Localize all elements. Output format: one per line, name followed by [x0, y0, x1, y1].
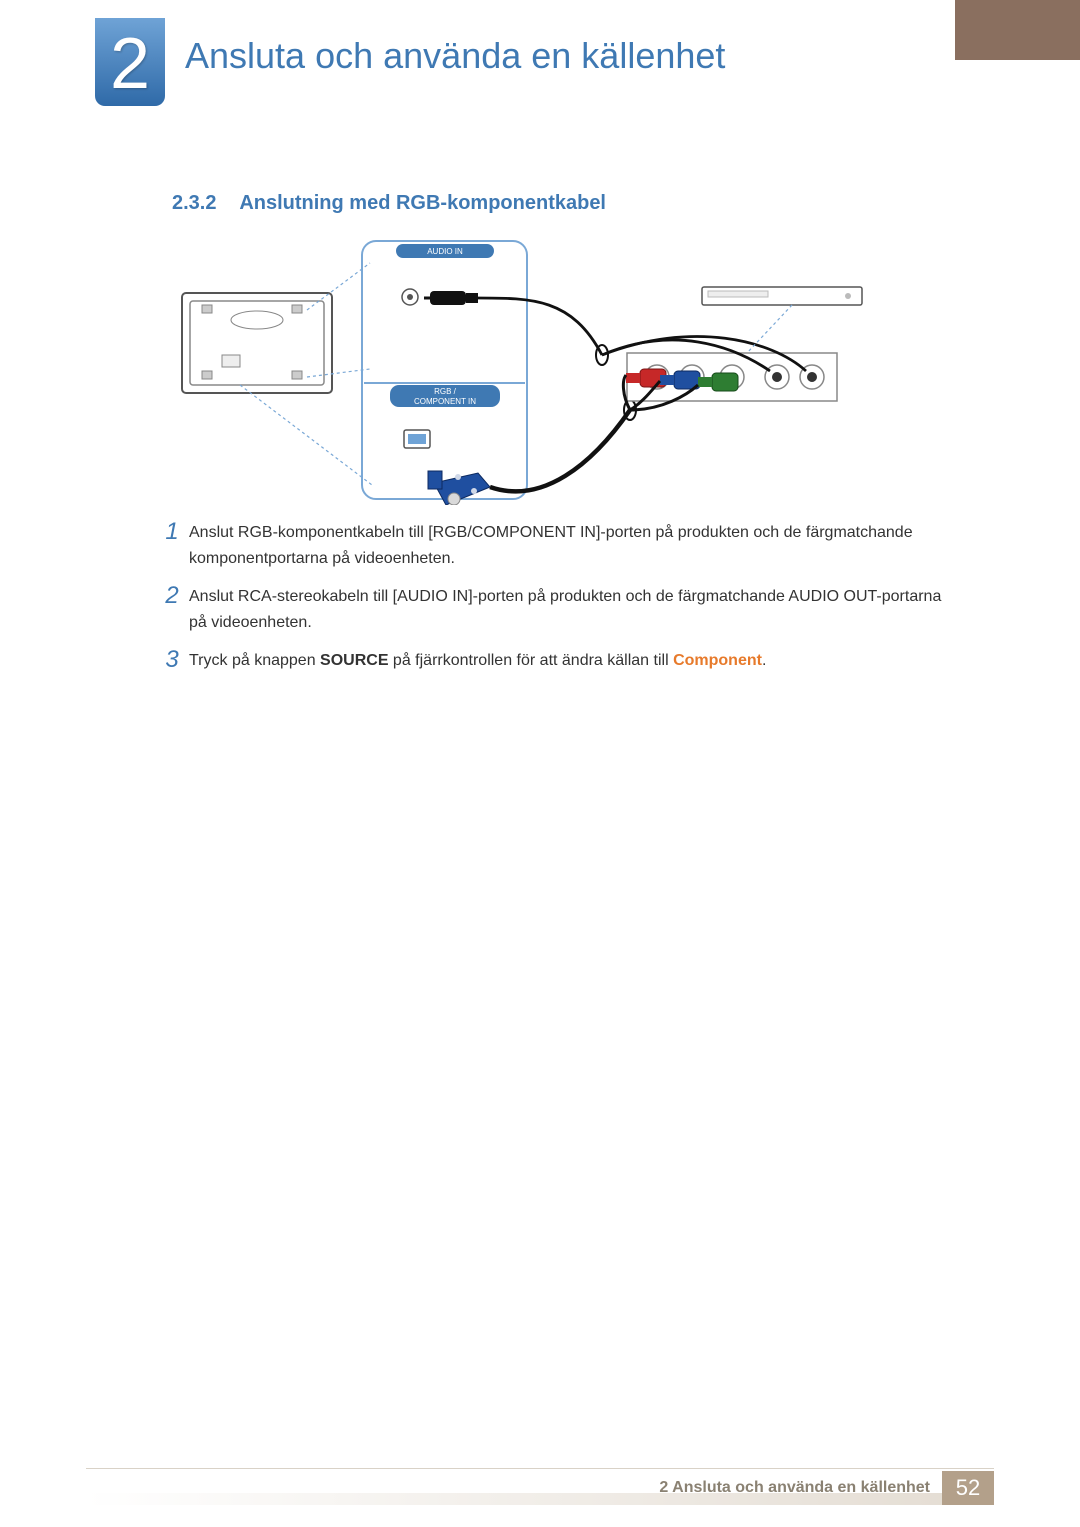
section-title: Anslutning med RGB-komponentkabel [239, 192, 606, 214]
audio-in-label: AUDIO IN [427, 247, 463, 256]
chapter-title: Ansluta och använda en källenhet [185, 35, 725, 77]
step-item: 1 Anslut RGB-komponentkabeln till [RGB/C… [155, 520, 955, 572]
chapter-number-badge: 2 [95, 18, 165, 106]
step-text: Tryck på knappen SOURCE på fjärrkontroll… [189, 648, 955, 674]
rgb-label-line1: RGB / [434, 387, 457, 396]
step-text: Anslut RCA-stereokabeln till [AUDIO IN]-… [189, 584, 955, 636]
top-stripe [955, 0, 1080, 60]
step-item: 3 Tryck på knappen SOURCE på fjärrkontro… [155, 648, 955, 674]
step-item: 2 Anslut RCA-stereokabeln till [AUDIO IN… [155, 584, 955, 636]
step-number: 3 [155, 648, 189, 672]
rgb-label-line2: COMPONENT IN [414, 397, 476, 406]
section-number: 2.3.2 [172, 192, 216, 214]
footer-page-number: 52 [942, 1471, 994, 1505]
step-number: 2 [155, 584, 189, 608]
tv-back-panel [182, 293, 332, 393]
component-audio-panel [602, 337, 837, 410]
step-number: 1 [155, 520, 189, 544]
source-device [702, 287, 862, 305]
step-text: Anslut RGB-komponentkabeln till [RGB/COM… [189, 520, 955, 572]
page: 2 Ansluta och använda en källenhet 2.3.2… [0, 0, 1080, 1527]
footer-rule [86, 1468, 994, 1469]
section-heading: 2.3.2 Anslutning med RGB-komponentkabel [172, 192, 606, 215]
steps-list: 1 Anslut RGB-komponentkabeln till [RGB/C… [155, 520, 955, 686]
footer-chapter-ref: 2 Ansluta och använda en källenhet [659, 1479, 930, 1497]
connection-diagram: AUDIO IN RGB / COMPONENT IN [172, 235, 872, 505]
